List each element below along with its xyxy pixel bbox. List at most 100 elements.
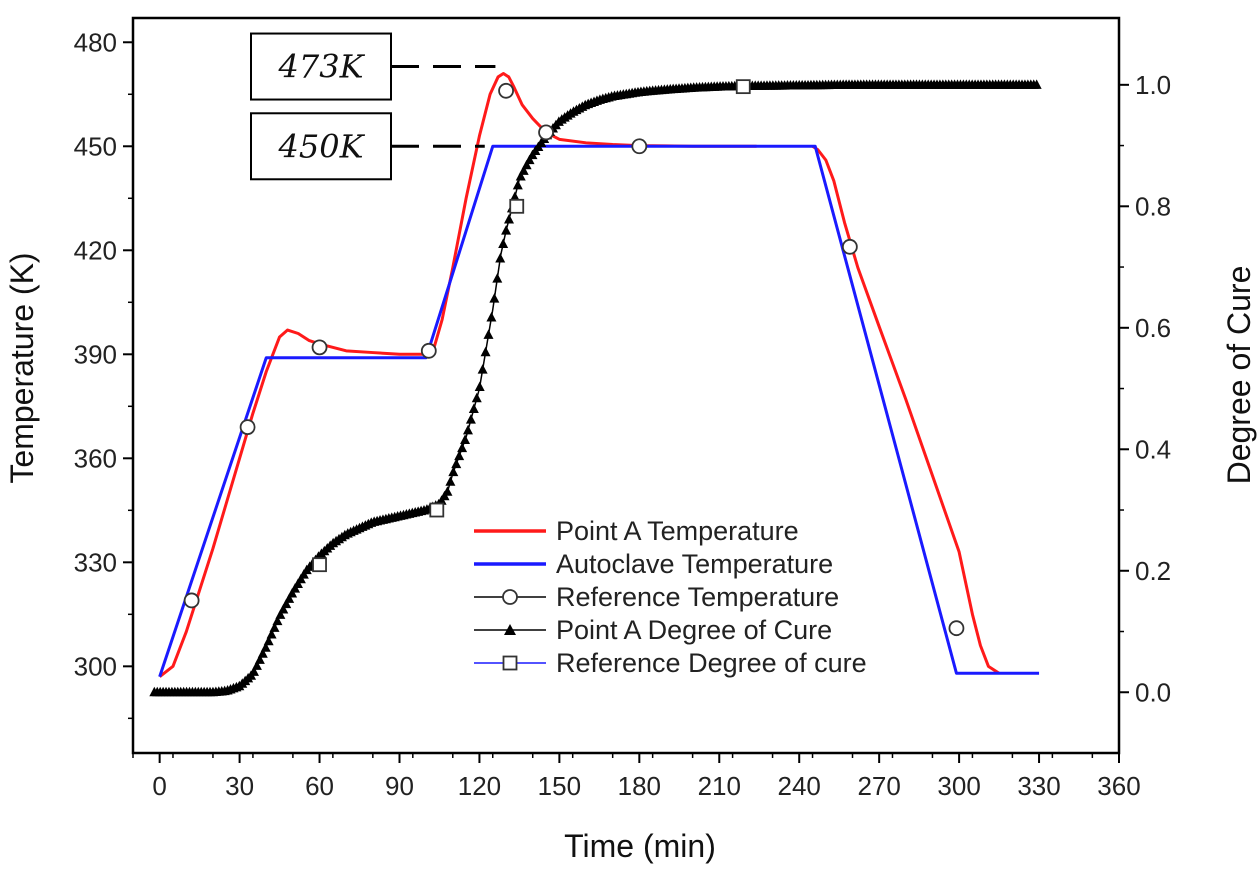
cure-marker	[260, 642, 271, 652]
annotations: 473K 450K	[250, 32, 496, 181]
cure-marker	[518, 165, 529, 175]
y2-axis-title: Degree of Cure	[1221, 266, 1257, 485]
annotation-label: 450K	[278, 127, 366, 165]
x-tick-label: 180	[618, 771, 661, 801]
cure-marker	[521, 159, 532, 170]
x-tick-label: 330	[1017, 771, 1060, 801]
series-line	[158, 71, 757, 678]
cure-marker	[462, 424, 473, 435]
ref-cure-marker	[509, 198, 525, 214]
cure-marker	[251, 660, 262, 670]
y-tick-label: 390	[74, 339, 117, 369]
cure-marker	[284, 593, 295, 603]
axis-ticks: 0 30 60 90 120 150 180 210 240 270 300 330 360 300 330…	[74, 27, 1172, 801]
ref-temp-marker	[841, 238, 858, 255]
series-line	[811, 145, 1000, 675]
legend-marker	[502, 655, 518, 671]
ref-temp-marker	[239, 419, 256, 436]
legend-marker	[502, 589, 518, 605]
cure-marker	[248, 666, 259, 676]
cure-marker	[442, 486, 453, 496]
ref-temp-marker	[311, 339, 328, 356]
cure-marker	[483, 329, 494, 339]
x-axis-title: Time (min)	[564, 828, 716, 864]
cure-marker	[445, 476, 456, 486]
plot-frame	[131, 16, 1121, 755]
y2-tick-label: 1.0	[1135, 70, 1171, 100]
annotation-box	[250, 112, 392, 181]
legend-label: Point A Temperature	[556, 516, 799, 546]
ref-temp-marker	[420, 342, 437, 359]
cure-marker	[492, 273, 503, 283]
cure-marker	[474, 381, 485, 391]
series-line	[158, 144, 1040, 678]
ref-cure-marker	[429, 502, 445, 518]
cure-marker	[263, 635, 274, 646]
x-tick-label: 60	[305, 771, 334, 801]
x-tick-label: 120	[458, 771, 501, 801]
cure-marker	[486, 311, 497, 322]
cure-marker	[266, 629, 277, 639]
cure-marker	[257, 648, 268, 658]
cure-marker	[504, 213, 515, 224]
ref-cure-marker	[735, 79, 751, 95]
cure-marker	[515, 170, 526, 181]
series-markers	[149, 79, 1042, 697]
y2-tick-label: 0.8	[1135, 191, 1171, 221]
y-tick-label: 330	[74, 547, 117, 577]
y2-tick-label: 0.2	[1135, 556, 1171, 586]
legend-label: Autoclave Temperature	[556, 549, 833, 579]
cure-marker	[278, 604, 289, 614]
y-tick-label: 360	[74, 443, 117, 473]
y2-tick-label: 0.6	[1135, 313, 1171, 343]
cure-marker	[451, 458, 462, 469]
x-tick-label: 270	[857, 771, 900, 801]
cure-marker	[489, 293, 500, 303]
cure-marker	[460, 434, 471, 445]
cure-marker	[287, 587, 298, 598]
cure-marker	[457, 442, 468, 453]
x-tick-label: 0	[152, 771, 166, 801]
cure-marker	[495, 253, 506, 263]
cure-marker	[498, 238, 509, 248]
cure-marker	[454, 450, 465, 461]
cure-marker	[501, 225, 512, 235]
cure-marker	[448, 466, 459, 477]
y2-tick-label: 0.4	[1135, 434, 1171, 464]
x-tick-label: 240	[778, 771, 821, 801]
y2-tick-label: 0.0	[1135, 677, 1171, 707]
legend-label: Point A Degree of Cure	[556, 615, 832, 645]
cure-marker	[524, 154, 535, 165]
cure-marker	[269, 622, 280, 632]
cure-marker	[1031, 79, 1042, 89]
cure-marker	[465, 414, 476, 424]
cure-marker	[468, 403, 479, 413]
ref-cure-marker	[312, 557, 327, 573]
x-tick-label: 150	[538, 771, 581, 801]
x-tick-label: 30	[225, 771, 254, 801]
x-tick-label: 90	[385, 771, 414, 801]
y-tick-label: 420	[74, 235, 117, 265]
annotation-box	[250, 32, 392, 101]
ref-temp-marker	[498, 82, 514, 99]
ref-temp-marker	[948, 620, 965, 637]
y-tick-label: 300	[74, 651, 117, 681]
x-tick-label: 360	[1097, 771, 1140, 801]
cure-marker	[275, 609, 286, 619]
cure-marker	[480, 346, 491, 357]
ref-temp-marker	[631, 138, 648, 155]
cure-marker	[471, 392, 482, 403]
cure-marker	[512, 179, 523, 190]
y-tick-label: 450	[74, 131, 117, 161]
legend-marker	[504, 624, 516, 635]
x-tick-label: 300	[937, 771, 980, 801]
legend-label: Reference Degree of cure	[556, 648, 867, 678]
annotation-label: 473K	[278, 48, 366, 86]
cure-marker	[477, 364, 488, 374]
y-axis-title: Temperature (K)	[4, 252, 40, 483]
cure-marker	[281, 598, 292, 609]
x-tick-label: 210	[698, 771, 741, 801]
ref-temp-marker	[538, 124, 554, 141]
